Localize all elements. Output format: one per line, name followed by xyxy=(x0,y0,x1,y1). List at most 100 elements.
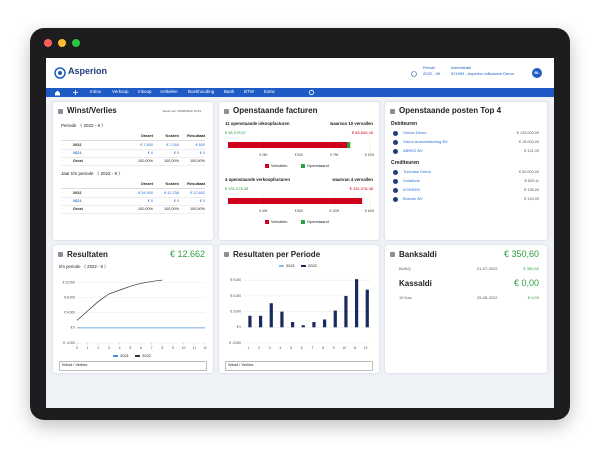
x-tick-label: 6 xyxy=(301,346,303,350)
item-name[interactable]: ABREZ BV xyxy=(403,148,423,153)
y-tick-label: € -3.000 xyxy=(229,341,241,345)
cell: € 0 xyxy=(199,199,205,203)
item-icon xyxy=(393,169,398,175)
total: € 12.662 xyxy=(169,249,205,259)
item-amount: € 121,00 xyxy=(524,149,539,153)
x-tick-label: 8 xyxy=(161,346,163,350)
cell: € 0 xyxy=(147,199,153,203)
period-label: t/m periode 〈 2022 - 8 〉 xyxy=(59,264,109,269)
rule xyxy=(61,188,205,189)
resultaten-card: Resultaten € 12.662 t/m periode 〈 2022 - 8… xyxy=(53,245,213,373)
x-tick-label: € 40K xyxy=(259,209,268,213)
nav-item[interactable]: Inbox xyxy=(90,89,102,94)
kas-date: 25-08-2022 xyxy=(477,295,498,300)
cell: € 42.238 xyxy=(164,191,179,195)
nav-item[interactable]: Artikelen xyxy=(160,89,178,94)
item-icon xyxy=(393,178,398,184)
winst-card: Winst/Verlies Stand van: 25/08/2022 16:53… xyxy=(53,102,213,240)
y-tick-label: € 0 xyxy=(237,325,242,329)
y-tick-label: € 3.000 xyxy=(230,309,241,313)
legend-swatch xyxy=(279,265,284,267)
x-tick-label: 4 xyxy=(279,346,281,350)
group-sub: waarvan 10 vervallen xyxy=(330,121,373,126)
series-line xyxy=(76,279,163,321)
x-tick-label: 11 xyxy=(353,346,357,350)
row-label: 2022 xyxy=(73,143,82,147)
y-tick-label: € 0 xyxy=(71,326,76,330)
column-header: Omzet xyxy=(140,133,153,138)
nav-item[interactable]: BTW xyxy=(244,89,254,94)
x-tick-label: 9 xyxy=(172,346,174,350)
legend-swatch xyxy=(301,220,305,224)
x-tick-label: 12 xyxy=(203,346,207,350)
x-tick-label: 11 xyxy=(193,346,197,350)
bar xyxy=(312,322,316,328)
x-tick-label: 5 xyxy=(129,346,131,350)
kas-amount: € 0,00 xyxy=(527,295,539,300)
item-name[interactable]: Vodafone xyxy=(403,178,420,183)
item-amount: € 125.000,00 xyxy=(516,131,539,135)
item-name[interactable]: Vision Automatisering BV xyxy=(403,139,448,144)
nav-item[interactable]: Extra xyxy=(264,89,275,94)
avatar[interactable]: BL xyxy=(532,68,542,78)
column-header: Omzet xyxy=(140,181,153,186)
card-title: Resultaten xyxy=(67,250,108,259)
item-icon xyxy=(393,148,398,154)
card-title: Winst/Verlies xyxy=(67,106,117,115)
rule xyxy=(61,140,205,141)
item-icon xyxy=(393,196,398,202)
section-label: Periode 〈 2022 - 8 〉 xyxy=(61,123,106,128)
legend-swatch xyxy=(135,355,140,357)
nav-item[interactable]: Boekhouding xyxy=(188,89,215,94)
card-title: Banksaldi xyxy=(399,250,437,259)
x-tick-label: € 100K xyxy=(365,153,374,157)
nav-item[interactable]: Bank xyxy=(224,89,235,94)
bar xyxy=(259,315,263,328)
kas-name: 10 Kas xyxy=(399,295,412,300)
legend-swatch xyxy=(301,164,305,168)
cell: € 12.662 xyxy=(190,191,205,195)
x-tick-label: € 120K xyxy=(329,209,340,213)
x-tick-label: 0 xyxy=(76,346,78,350)
add-icon[interactable] xyxy=(72,89,79,96)
nav-item[interactable]: Verkoop xyxy=(112,89,129,94)
item-name[interactable]: KONSEN xyxy=(403,187,420,192)
item-name[interactable]: Gebox Demo xyxy=(403,130,427,135)
cell: € 7.000 xyxy=(166,143,179,147)
select[interactable]: Winst / Verlies xyxy=(225,361,373,371)
x-tick-label: € 160K xyxy=(365,209,374,213)
item-icon xyxy=(393,187,398,193)
home-icon[interactable] xyxy=(54,89,61,96)
bar xyxy=(301,325,305,328)
admin-value[interactable]: 021999 - Asperion inBalance Demo xyxy=(451,71,514,76)
nav-bar: Inbox Verkoop Inkoop Artikelen Boekhouding Ba… xyxy=(46,88,554,97)
x-tick-label: 6 xyxy=(140,346,142,350)
total: € 350,60 xyxy=(503,249,539,259)
item-name[interactable]: Tulchase Demo xyxy=(403,169,431,174)
section-label: Jaar t/m periode 〈 2022 - 8 〉 xyxy=(61,171,123,176)
column-header: Resultaat xyxy=(186,133,205,138)
y-tick-label: € 9.000 xyxy=(230,278,241,282)
app: Asperion Periode 2022 - 08 Administratie 021… xyxy=(46,58,554,408)
x-tick-label: 4 xyxy=(119,346,121,350)
cell: 100,00% xyxy=(190,207,205,211)
item-name[interactable]: Bolcom BV xyxy=(403,196,423,201)
nav-item[interactable]: Inkoop xyxy=(138,89,152,94)
x-tick-label: 7 xyxy=(151,346,153,350)
item-amount: € 609,11 xyxy=(524,179,540,183)
facturen-card: Openstaande facturen 11 openstaande inkoo… xyxy=(219,102,379,240)
x-tick-label: 9 xyxy=(333,346,335,350)
admin-label: Administratie xyxy=(451,66,472,70)
card-icon xyxy=(224,252,229,257)
logo-icon xyxy=(54,67,66,79)
card-icon xyxy=(58,252,63,257)
bar xyxy=(291,322,295,328)
x-tick-label: 10 xyxy=(343,346,347,350)
help-icon[interactable] xyxy=(411,71,417,77)
legend-label: Openstaand xyxy=(307,218,329,224)
select[interactable]: Winst / Verlies xyxy=(59,361,207,371)
settings-icon[interactable] xyxy=(308,89,315,96)
group-heading: 4 openstaande verkoopfacturen xyxy=(225,177,290,182)
column-header: Kosten xyxy=(165,133,179,138)
